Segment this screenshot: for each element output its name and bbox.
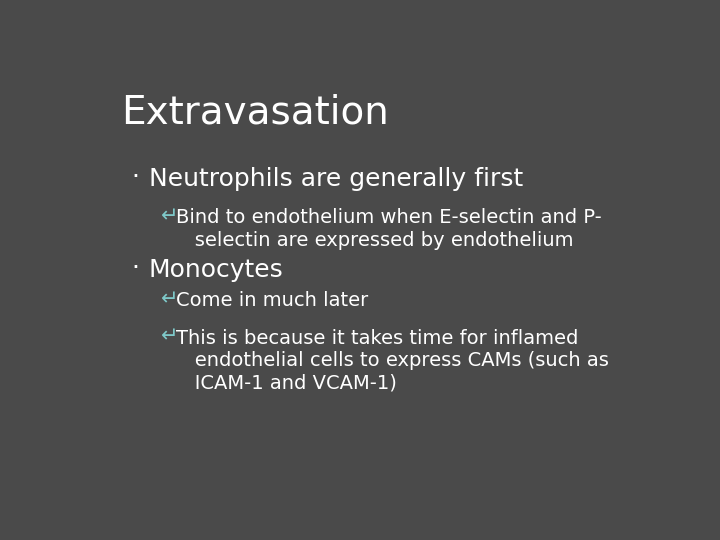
Text: selectin are expressed by endothelium: selectin are expressed by endothelium: [176, 231, 574, 249]
Text: ·: ·: [132, 256, 140, 280]
Text: ↵: ↵: [161, 327, 179, 347]
Text: This is because it takes time for inflamed: This is because it takes time for inflam…: [176, 329, 579, 348]
Text: Neutrophils are generally first: Neutrophils are generally first: [148, 167, 523, 191]
Text: Come in much later: Come in much later: [176, 292, 369, 310]
Text: ·: ·: [132, 165, 140, 188]
Text: Bind to endothelium when E-selectin and P-: Bind to endothelium when E-selectin and …: [176, 208, 602, 227]
Text: ↵: ↵: [161, 206, 179, 226]
Text: Extravasation: Extravasation: [121, 94, 389, 132]
Text: ICAM-1 and VCAM-1): ICAM-1 and VCAM-1): [176, 374, 397, 393]
Text: Monocytes: Monocytes: [148, 258, 284, 282]
Text: ↵: ↵: [161, 289, 179, 309]
Text: endothelial cells to express CAMs (such as: endothelial cells to express CAMs (such …: [176, 352, 609, 370]
